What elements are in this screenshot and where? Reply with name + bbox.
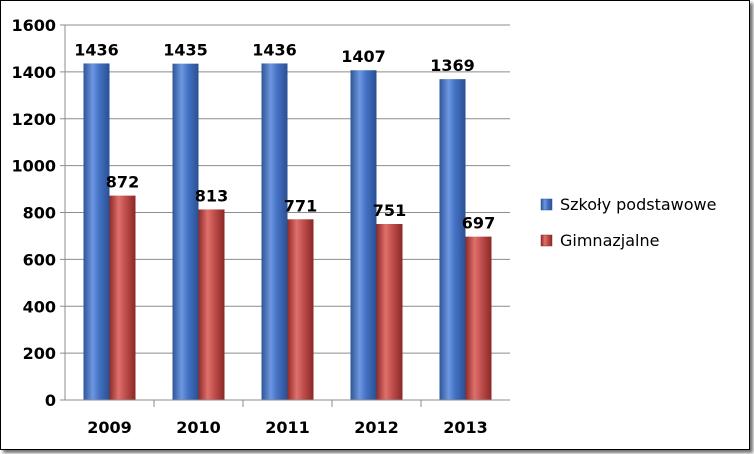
bar-2012-series-1: [350, 70, 377, 400]
bar-2009-series-1: [83, 63, 110, 400]
y-tick-label: 400: [23, 297, 56, 316]
data-label: 1369: [430, 56, 475, 75]
data-label: 813: [195, 186, 228, 205]
bar-2013-series-2: [465, 236, 492, 400]
bars: [83, 63, 492, 400]
data-label: 751: [373, 201, 406, 220]
y-tick-label: 1600: [11, 16, 56, 35]
y-tick-label: 200: [23, 344, 56, 363]
legend: Szkoły podstawowe Gimnazjalne: [540, 195, 716, 250]
y-tick-label: 1000: [11, 157, 56, 176]
x-tick-label: 2009: [87, 418, 132, 437]
data-label: 697: [462, 214, 495, 233]
legend-label: Szkoły podstawowe: [560, 195, 716, 214]
x-tick-label: 2011: [265, 418, 310, 437]
data-label: 771: [284, 196, 317, 215]
data-label: 1436: [74, 40, 119, 59]
data-label: 1407: [341, 47, 386, 66]
legend-label: Gimnazjalne: [560, 231, 659, 250]
x-axis-tick-labels: 2009 2010 2011 2012 2013: [87, 400, 488, 437]
bar-2010-series-1: [172, 63, 199, 400]
legend-swatch: [540, 198, 553, 211]
y-tick-label: 800: [23, 204, 56, 223]
data-label: 1436: [252, 40, 297, 59]
bar-2013-series-1: [439, 79, 466, 400]
y-tick-label: 1200: [11, 110, 56, 129]
x-tick-label: 2013: [443, 418, 488, 437]
x-tick-label: 2012: [354, 418, 399, 437]
bar-2009-series-2: [109, 195, 136, 400]
axes: [64, 25, 510, 401]
bar-2011-series-2: [287, 219, 314, 400]
legend-swatch: [540, 234, 553, 247]
data-labels: 1436 872 1435 813 1436 771 1407 751 1369 697: [74, 40, 495, 232]
bar-2012-series-2: [376, 223, 403, 400]
y-tick-label: 0: [45, 391, 56, 410]
y-tick-label: 600: [23, 250, 56, 269]
data-label: 872: [106, 173, 139, 192]
y-tick-label: 1400: [11, 63, 56, 82]
x-tick-label: 2010: [176, 418, 221, 437]
bar-2010-series-2: [198, 209, 225, 400]
data-label: 1435: [163, 41, 208, 60]
bar-2011-series-1: [261, 63, 288, 400]
y-axis-tick-labels: 0 200 400 600 800 1000 1200 1400 1600: [11, 16, 56, 410]
